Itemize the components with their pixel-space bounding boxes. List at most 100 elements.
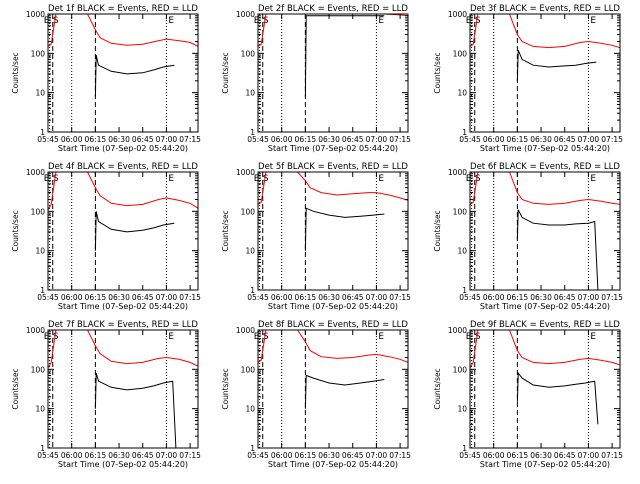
series-lld (48, 330, 198, 368)
x-tick-label: 05:45 (459, 135, 481, 144)
y-tick-label: 100 (453, 365, 468, 374)
series-lld (48, 172, 198, 210)
x-tick-label: 06:00 (271, 293, 293, 302)
y-axis-label: Counts/sec (221, 210, 230, 251)
x-tick-label: 07:15 (389, 451, 411, 460)
x-axis-label: Start Time (07-Sep-02 05:44:20) (58, 460, 188, 469)
x-tick-label: 07:00 (366, 451, 388, 460)
x-tick-label: 07:00 (578, 135, 600, 144)
y-tick-label: 1 (462, 128, 467, 137)
y-tick-label: 1000 (448, 168, 467, 177)
x-tick-label: 07:00 (578, 293, 600, 302)
x-tick-label: 06:30 (318, 451, 340, 460)
y-axis-label: Counts/sec (11, 52, 20, 93)
y-tick-label: 100 (31, 365, 46, 374)
x-tick-label: 06:15 (507, 451, 529, 460)
y-tick-label: 1000 (26, 326, 45, 335)
x-tick-label: 06:15 (295, 135, 317, 144)
panel-title: Det 3f BLACK = Events, RED = LLD (470, 4, 620, 14)
x-tick-label: 06:30 (530, 135, 552, 144)
s-marker-label: S (53, 332, 59, 342)
x-axis-label: Start Time (07-Sep-02 05:44:20) (268, 460, 398, 469)
plot-frame (257, 171, 409, 291)
y-tick-label: 1 (462, 444, 467, 453)
y-tick-label: 10 (245, 247, 255, 256)
s-marker-label: S (263, 332, 269, 342)
y-tick-label: 10 (457, 247, 467, 256)
y-tick-label: 100 (453, 49, 468, 58)
s-marker-label: S (475, 174, 481, 184)
x-axis-label: Start Time (07-Sep-02 05:44:20) (58, 302, 188, 311)
plot-frame (469, 329, 621, 449)
x-tick-label: 06:30 (108, 135, 130, 144)
panel-title: Det 4f BLACK = Events, RED = LLD (48, 162, 198, 172)
series-events (304, 374, 385, 409)
x-tick-label: 07:00 (156, 451, 178, 460)
x-tick-label: 06:15 (507, 293, 529, 302)
series-events (516, 209, 599, 290)
e-marker-label: E (590, 16, 596, 26)
series-events (304, 15, 385, 97)
x-tick-label: 06:45 (342, 293, 364, 302)
x-tick-label: 06:30 (530, 293, 552, 302)
x-tick-label: 07:15 (601, 451, 623, 460)
x-tick-label: 07:00 (156, 135, 178, 144)
x-tick-label: 06:45 (132, 293, 154, 302)
x-tick-label: 07:15 (179, 135, 201, 144)
y-tick-label: 100 (31, 49, 46, 58)
y-axis-label: Counts/sec (433, 368, 442, 409)
x-tick-label: 06:45 (132, 135, 154, 144)
y-axis-label: Counts/sec (433, 52, 442, 93)
y-tick-label: 1 (250, 444, 255, 453)
y-tick-label: 1 (40, 286, 45, 295)
panel-title: Det 6f BLACK = Events, RED = LLD (470, 162, 620, 172)
e-marker-label: E (466, 174, 472, 184)
panel-title: Det 8f BLACK = Events, RED = LLD (258, 320, 408, 330)
x-tick-label: 06:30 (318, 293, 340, 302)
x-tick-label: 06:45 (342, 135, 364, 144)
x-tick-label: 07:00 (366, 293, 388, 302)
y-tick-label: 1 (250, 286, 255, 295)
x-tick-label: 07:15 (179, 451, 201, 460)
e-marker-label: E (168, 16, 174, 26)
y-tick-label: 100 (241, 365, 256, 374)
panel-title: Det 1f BLACK = Events, RED = LLD (48, 4, 198, 14)
x-axis-label: Start Time (07-Sep-02 05:44:20) (480, 144, 610, 153)
plot-frame (47, 171, 199, 291)
y-tick-label: 1 (40, 444, 45, 453)
x-axis-label: Start Time (07-Sep-02 05:44:20) (480, 302, 610, 311)
y-tick-label: 10 (245, 89, 255, 98)
e-marker-label: E (44, 332, 50, 342)
x-axis-label: Start Time (07-Sep-02 05:44:20) (58, 144, 188, 153)
e-marker-label: E (378, 174, 384, 184)
y-tick-label: 100 (241, 49, 256, 58)
y-tick-label: 1000 (448, 10, 467, 19)
panel-title: Det 9f BLACK = Events, RED = LLD (470, 320, 620, 330)
x-tick-label: 06:00 (61, 451, 83, 460)
x-tick-label: 07:15 (179, 293, 201, 302)
series-events (304, 207, 385, 251)
x-tick-label: 06:00 (483, 135, 505, 144)
series-lld (258, 172, 408, 205)
y-axis-label: Counts/sec (433, 210, 442, 251)
x-tick-label: 06:45 (342, 451, 364, 460)
series-events (516, 371, 599, 425)
x-tick-label: 05:45 (37, 135, 59, 144)
y-tick-label: 10 (457, 89, 467, 98)
plot-frame (47, 329, 199, 449)
x-tick-label: 07:15 (389, 293, 411, 302)
e-marker-label: E (254, 332, 260, 342)
e-marker-label: E (168, 332, 174, 342)
x-axis-label: Start Time (07-Sep-02 05:44:20) (268, 302, 398, 311)
x-tick-label: 06:45 (554, 135, 576, 144)
panel-title: Det 7f BLACK = Events, RED = LLD (48, 320, 198, 330)
plot-frame (257, 13, 409, 133)
x-tick-label: 06:45 (554, 293, 576, 302)
plot-frame (469, 171, 621, 291)
